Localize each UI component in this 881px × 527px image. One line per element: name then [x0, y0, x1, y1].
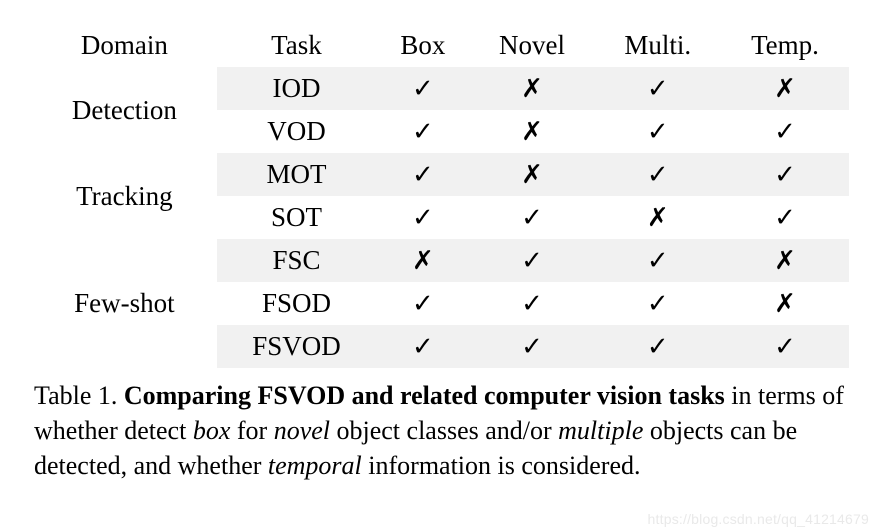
cross-icon: ✗: [647, 203, 669, 232]
multi-cell: ✓: [595, 67, 721, 110]
cross-icon: ✗: [521, 74, 543, 103]
caption-it-temporal: temporal: [268, 451, 362, 480]
check-icon: ✓: [647, 289, 669, 318]
check-icon: ✓: [647, 160, 669, 189]
check-icon: ✓: [647, 332, 669, 361]
cross-icon: ✗: [774, 289, 796, 318]
check-icon: ✓: [412, 117, 434, 146]
col-box: Box: [376, 24, 469, 67]
task-cell: SOT: [217, 196, 377, 239]
col-temp: Temp.: [721, 24, 849, 67]
novel-cell: ✓: [469, 325, 594, 368]
col-domain: Domain: [32, 24, 217, 67]
caption-text: information is considered.: [368, 451, 640, 480]
novel-cell: ✗: [469, 153, 594, 196]
comparison-table: Domain Task Box Novel Multi. Temp. Detec…: [32, 24, 849, 368]
temp-cell: ✗: [721, 67, 849, 110]
novel-cell: ✗: [469, 110, 594, 153]
check-icon: ✓: [412, 332, 434, 361]
check-icon: ✓: [521, 246, 543, 275]
cross-icon: ✗: [521, 160, 543, 189]
check-icon: ✓: [647, 74, 669, 103]
task-cell: FSC: [217, 239, 377, 282]
check-icon: ✓: [647, 246, 669, 275]
col-task: Task: [217, 24, 377, 67]
domain-cell: Detection: [32, 67, 217, 153]
caption-lead: Table 1.: [34, 381, 117, 410]
novel-cell: ✓: [469, 282, 594, 325]
caption-it-box: box: [193, 416, 231, 445]
task-cell: VOD: [217, 110, 377, 153]
multi-cell: ✗: [595, 196, 721, 239]
caption-text: for: [237, 416, 274, 445]
domain-cell: Few-shot: [32, 239, 217, 368]
check-icon: ✓: [774, 117, 796, 146]
multi-cell: ✓: [595, 325, 721, 368]
box-cell: ✓: [376, 110, 469, 153]
temp-cell: ✓: [721, 153, 849, 196]
table-body: DetectionIOD ✓ ✗ ✓ ✗ VOD ✓ ✗ ✓ ✓ TrackingMOT ✓ ✗ ✓ ✓ SO…: [32, 67, 849, 368]
caption-text: object classes and/or: [337, 416, 559, 445]
cross-icon: ✗: [774, 74, 796, 103]
check-icon: ✓: [521, 332, 543, 361]
col-multi: Multi.: [595, 24, 721, 67]
box-cell: ✓: [376, 196, 469, 239]
novel-cell: ✓: [469, 239, 594, 282]
check-icon: ✓: [412, 203, 434, 232]
caption-it-multiple: mul­tiple: [558, 416, 643, 445]
cross-icon: ✗: [412, 246, 434, 275]
multi-cell: ✓: [595, 239, 721, 282]
check-icon: ✓: [647, 117, 669, 146]
task-cell: FSVOD: [217, 325, 377, 368]
temp-cell: ✗: [721, 239, 849, 282]
multi-cell: ✓: [595, 110, 721, 153]
task-cell: FSOD: [217, 282, 377, 325]
check-icon: ✓: [774, 160, 796, 189]
check-icon: ✓: [521, 203, 543, 232]
box-cell: ✓: [376, 67, 469, 110]
col-novel: Novel: [469, 24, 594, 67]
check-icon: ✓: [774, 332, 796, 361]
caption-bold: Comparing FSVOD and related computer vis…: [124, 381, 725, 410]
novel-cell: ✗: [469, 67, 594, 110]
table-row: Few-shotFSC✗✓✓✗: [32, 239, 849, 282]
table-row: DetectionIOD✓✗✓✗: [32, 67, 849, 110]
domain-cell: Tracking: [32, 153, 217, 239]
temp-cell: ✓: [721, 196, 849, 239]
box-cell: ✓: [376, 153, 469, 196]
check-icon: ✓: [412, 289, 434, 318]
cross-icon: ✗: [774, 246, 796, 275]
temp-cell: ✗: [721, 282, 849, 325]
table-row: TrackingMOT✓✗✓✓: [32, 153, 849, 196]
temp-cell: ✓: [721, 325, 849, 368]
box-cell: ✓: [376, 325, 469, 368]
table-caption: Table 1. Comparing FSVOD and related com…: [32, 378, 849, 483]
check-icon: ✓: [521, 289, 543, 318]
box-cell: ✓: [376, 282, 469, 325]
cross-icon: ✗: [521, 117, 543, 146]
check-icon: ✓: [412, 74, 434, 103]
multi-cell: ✓: [595, 153, 721, 196]
temp-cell: ✓: [721, 110, 849, 153]
novel-cell: ✓: [469, 196, 594, 239]
check-icon: ✓: [412, 160, 434, 189]
check-icon: ✓: [774, 203, 796, 232]
task-cell: MOT: [217, 153, 377, 196]
box-cell: ✗: [376, 239, 469, 282]
task-cell: IOD: [217, 67, 377, 110]
multi-cell: ✓: [595, 282, 721, 325]
caption-it-novel: novel: [274, 416, 330, 445]
